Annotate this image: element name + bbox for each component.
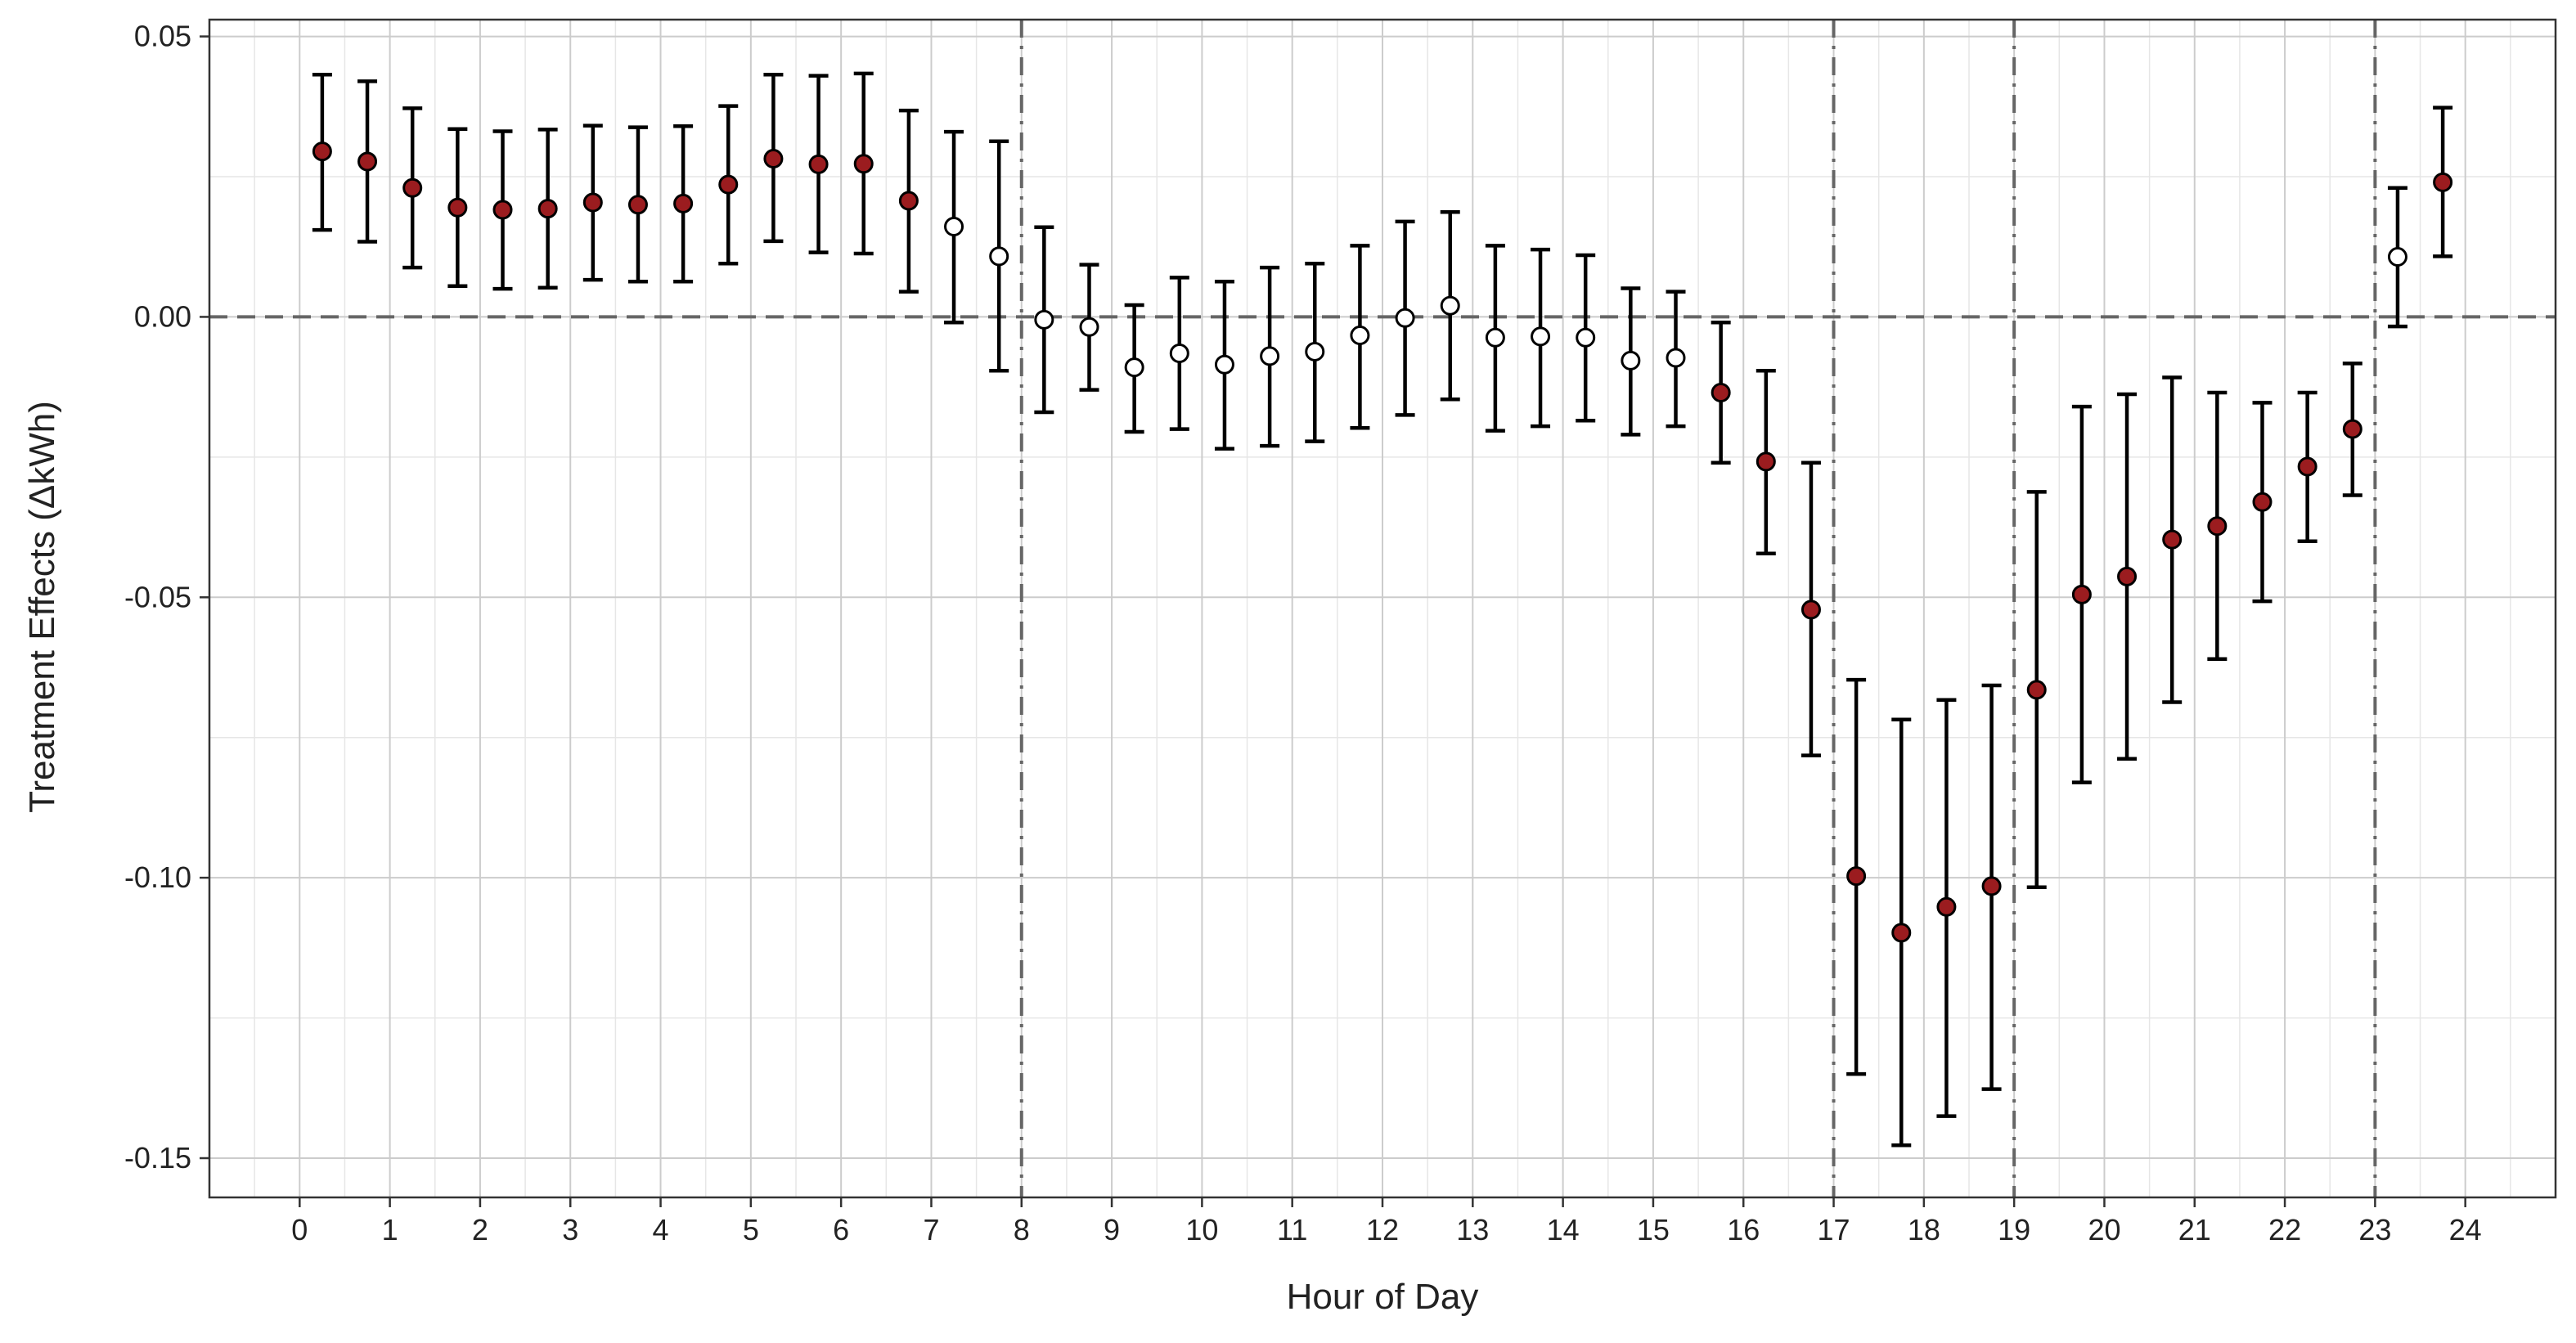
data-point-not-significant <box>1395 308 1415 328</box>
y-axis-ticks: 0.05 0.00 -0.05 -0.10 -0.15 <box>124 20 209 1175</box>
data-point-significant <box>2162 529 2183 550</box>
data-point-significant <box>402 177 423 198</box>
x-tick-label: 6 <box>833 1213 849 1246</box>
data-point-not-significant <box>1214 354 1234 375</box>
data-point-not-significant <box>944 217 964 237</box>
data-point-not-significant <box>1485 327 1505 348</box>
x-tick-label: 12 <box>1366 1213 1399 1246</box>
x-tick-label: 16 <box>1727 1213 1760 1246</box>
x-tick-label: 1 <box>382 1213 398 1246</box>
data-point-significant <box>492 200 513 220</box>
reference-lines <box>209 20 2556 1197</box>
data-point-significant <box>763 149 784 169</box>
data-point-significant <box>2252 492 2273 512</box>
x-tick-label: 21 <box>2178 1213 2211 1246</box>
data-point-not-significant <box>2387 247 2407 267</box>
data-point-significant <box>2026 680 2047 700</box>
data-point-significant <box>312 141 332 162</box>
data-point-significant <box>2117 566 2138 586</box>
x-tick-label: 18 <box>1908 1213 1940 1246</box>
data-point-not-significant <box>1079 317 1099 337</box>
x-tick-label: 19 <box>1998 1213 2030 1246</box>
data-point-not-significant <box>1440 295 1460 316</box>
grid-lines <box>209 20 2556 1197</box>
data-point-significant <box>1756 451 1776 472</box>
data-point-not-significant <box>1305 341 1325 362</box>
data-point-significant <box>537 199 558 219</box>
x-tick-label: 22 <box>2268 1213 2301 1246</box>
data-point-significant <box>898 191 919 211</box>
x-tick-label: 8 <box>1014 1213 1030 1246</box>
y-tick-label: -0.15 <box>124 1141 191 1175</box>
x-tick-label: 17 <box>1818 1213 1850 1246</box>
x-axis-title: Hour of Day <box>1287 1277 1479 1317</box>
x-tick-label: 11 <box>1277 1213 1307 1246</box>
x-tick-label: 23 <box>2358 1213 2391 1246</box>
x-tick-label: 13 <box>1456 1213 1489 1246</box>
y-tick-label: 0.05 <box>134 20 191 53</box>
x-tick-label: 9 <box>1104 1213 1120 1246</box>
x-tick-label: 4 <box>653 1213 669 1246</box>
x-tick-label: 14 <box>1547 1213 1580 1246</box>
data-point-significant <box>447 197 468 218</box>
data-point-significant <box>1801 600 1821 620</box>
data-points <box>312 141 2453 943</box>
data-point-not-significant <box>989 246 1009 267</box>
y-tick-label: 0.00 <box>134 299 191 333</box>
data-point-significant <box>2207 516 2228 537</box>
x-tick-label: 15 <box>1637 1213 1670 1246</box>
data-point-not-significant <box>1260 346 1280 366</box>
x-tick-label: 3 <box>562 1213 578 1246</box>
data-point-significant <box>808 154 829 174</box>
x-tick-label: 20 <box>2088 1213 2120 1246</box>
x-tick-label: 7 <box>923 1213 939 1246</box>
data-point-significant <box>1981 876 2002 896</box>
data-point-significant <box>357 151 378 172</box>
x-tick-label: 5 <box>743 1213 759 1246</box>
data-point-significant <box>1846 866 1867 887</box>
x-tick-label: 0 <box>291 1213 308 1246</box>
data-point-not-significant <box>1169 344 1189 363</box>
data-point-not-significant <box>1576 327 1596 348</box>
data-point-significant <box>718 174 739 195</box>
y-tick-label: -0.05 <box>124 580 191 613</box>
x-tick-label: 24 <box>2449 1213 2482 1246</box>
data-point-significant <box>2342 419 2362 439</box>
data-point-not-significant <box>1350 326 1370 346</box>
data-point-not-significant <box>1666 348 1686 368</box>
x-axis-ticks: 0 1 2 3 4 5 6 7 8 9 10 11 12 13 14 15 16 17 18 19 20 21 22 23 24 <box>291 1197 2482 1246</box>
y-tick-label: -0.10 <box>124 860 191 894</box>
data-point-significant <box>2297 456 2318 477</box>
data-point-significant <box>1711 383 1731 402</box>
data-point-significant <box>582 192 603 213</box>
data-point-significant <box>2071 584 2092 604</box>
x-tick-label: 10 <box>1185 1213 1218 1246</box>
data-point-not-significant <box>1531 326 1551 347</box>
data-point-significant <box>1891 923 1912 943</box>
data-point-significant <box>853 154 874 174</box>
data-point-significant <box>673 193 694 213</box>
data-point-not-significant <box>1621 350 1641 371</box>
y-axis-title: Treatment Effects (ΔkWh) <box>22 401 62 813</box>
data-point-significant <box>2433 172 2453 192</box>
data-point-not-significant <box>1124 357 1144 378</box>
data-point-not-significant <box>1034 309 1054 330</box>
data-point-significant <box>1936 896 1957 917</box>
data-point-significant <box>627 195 648 215</box>
x-tick-label: 2 <box>472 1213 488 1246</box>
